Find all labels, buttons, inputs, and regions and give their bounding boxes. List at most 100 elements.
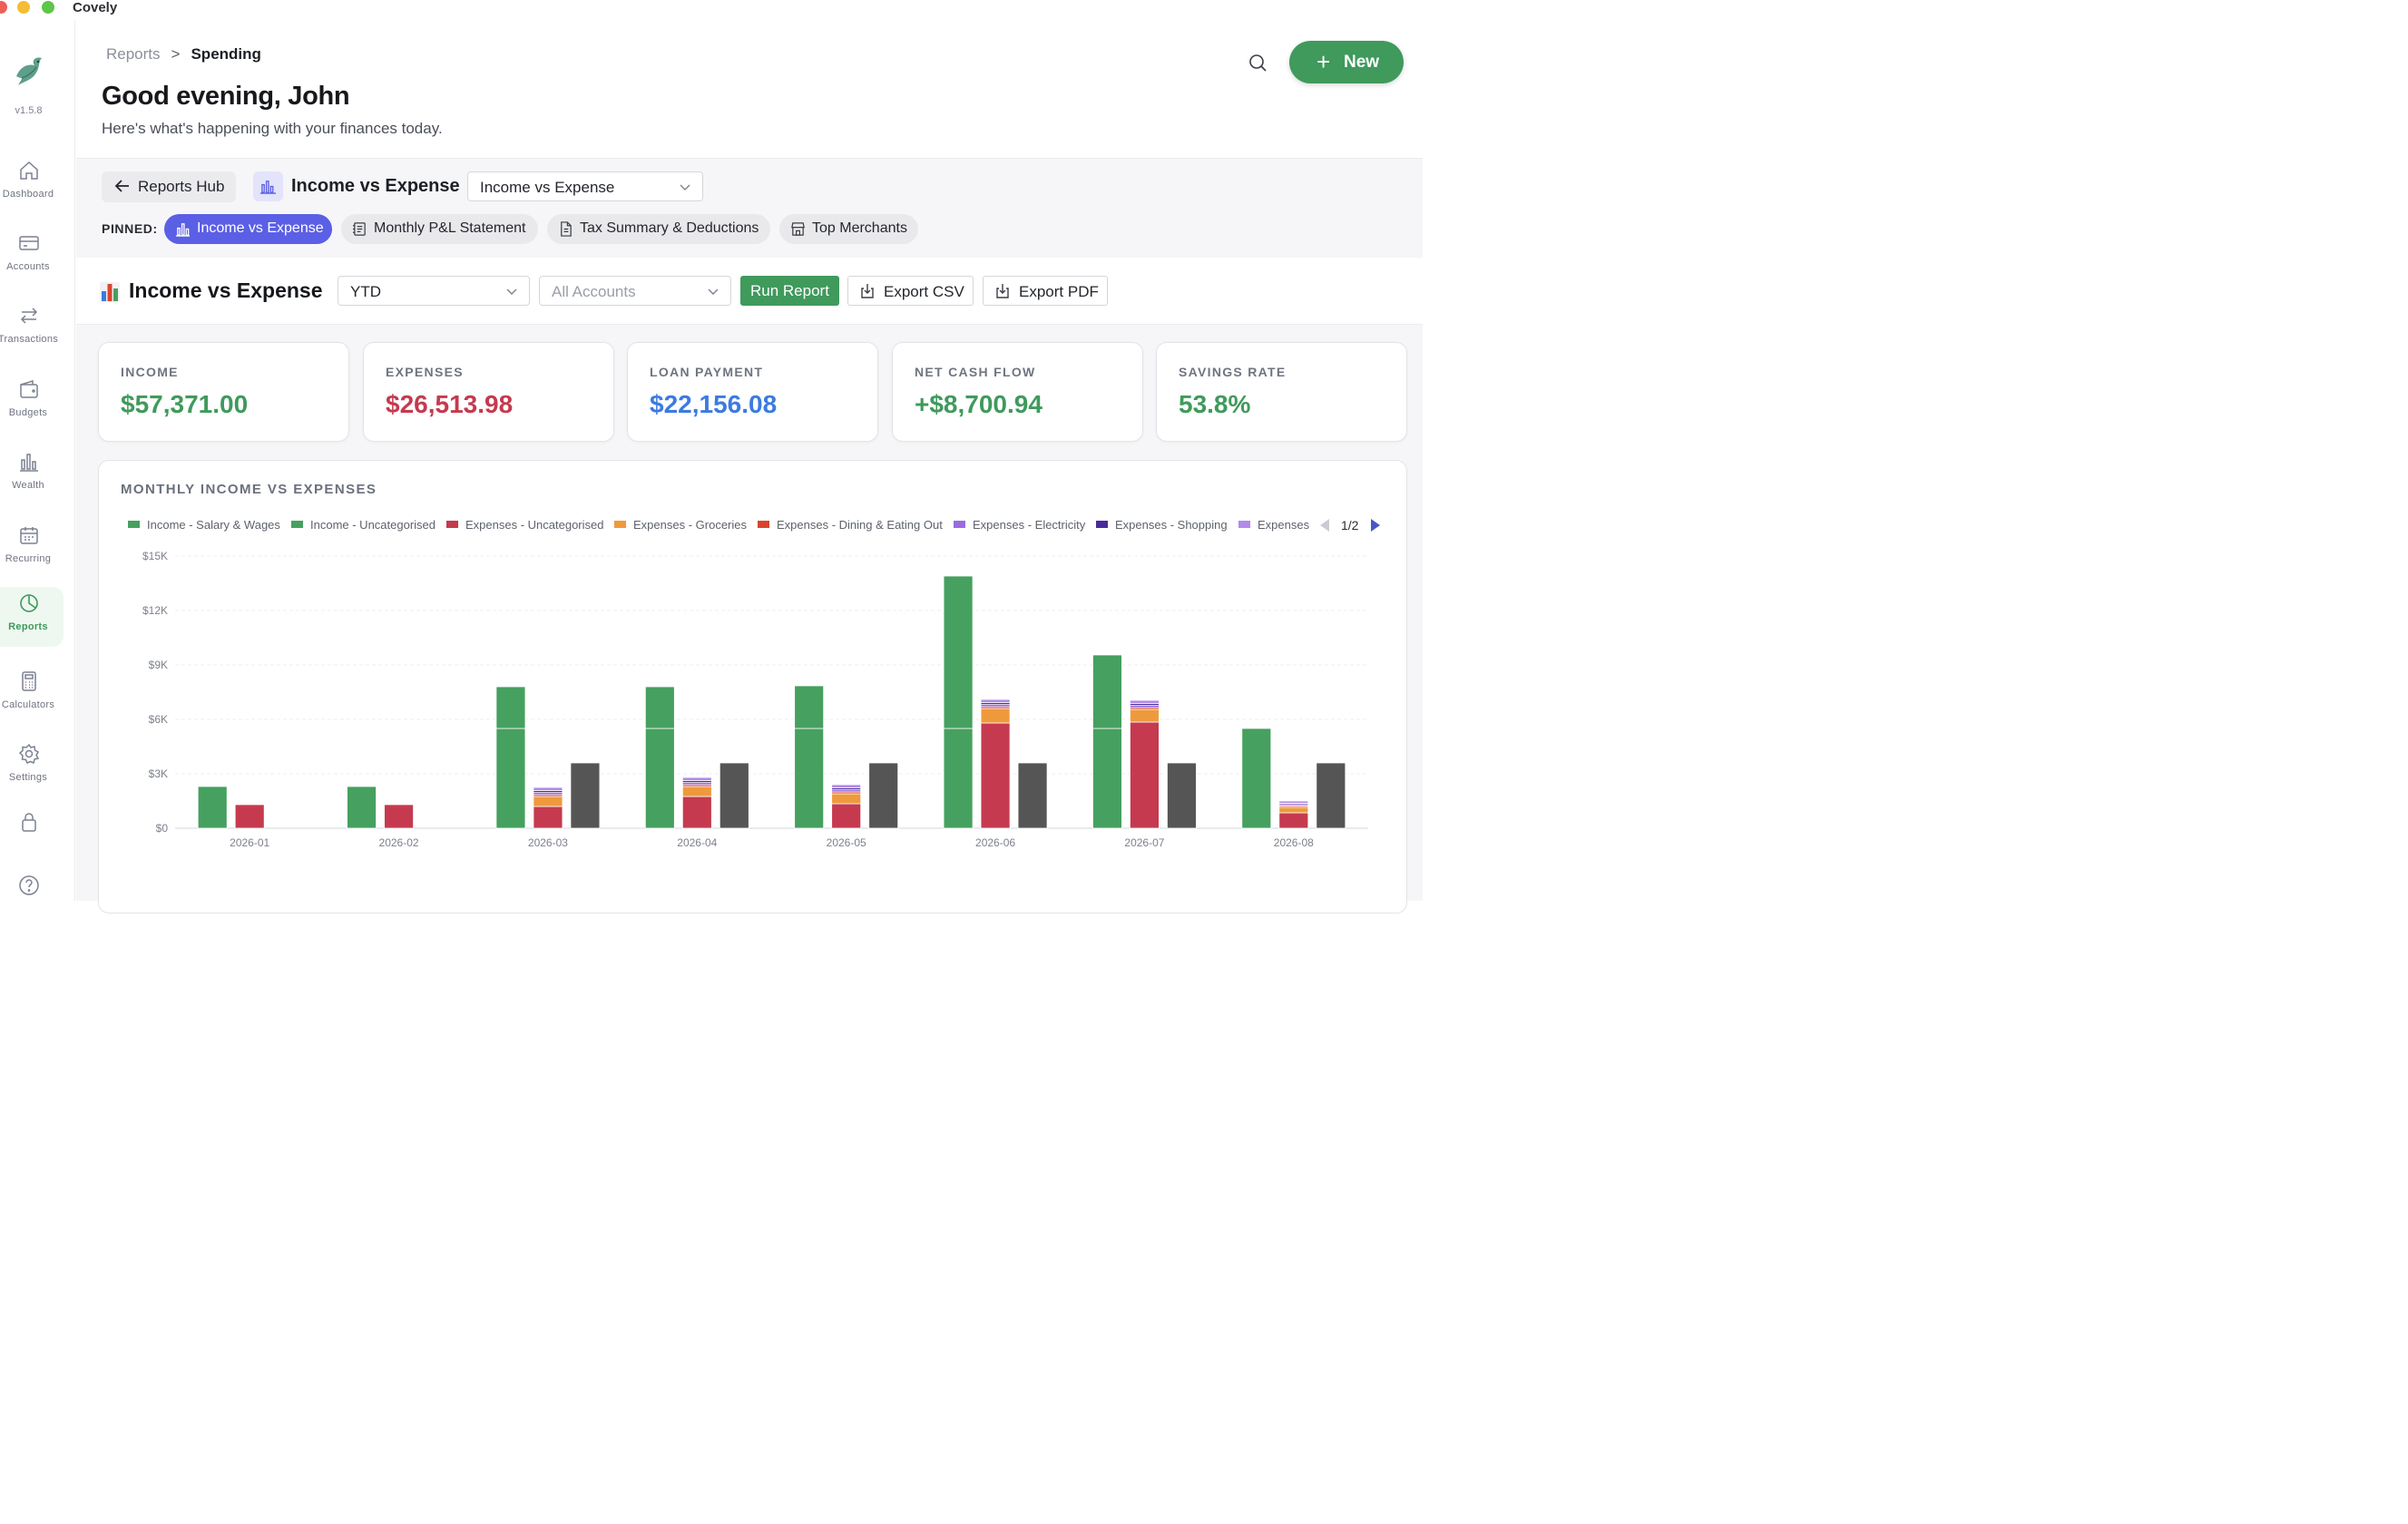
stat-label: NET CASH FLOW: [915, 365, 1036, 379]
sidebar-item-label: Dashboard: [2, 189, 54, 200]
x-tick-label: 2026-03: [528, 836, 568, 849]
sidebar-item-transactions[interactable]: Transactions: [0, 299, 64, 359]
sidebar-item-dashboard[interactable]: Dashboard: [0, 154, 64, 214]
legend-swatch: [758, 521, 769, 528]
home-icon: [20, 161, 38, 180]
run-report-button[interactable]: Run Report: [740, 276, 839, 306]
legend-prev-icon[interactable]: [1318, 518, 1331, 532]
bar-segment: [980, 698, 1011, 703]
chart-heading: MONTHLY INCOME VS EXPENSES: [121, 482, 377, 497]
stat-label: EXPENSES: [386, 365, 464, 379]
legend-item[interactable]: Expenses - Shopping: [1096, 518, 1228, 532]
chevron-down-icon: [506, 288, 517, 295]
sidebar-item-reports[interactable]: Reports: [0, 587, 64, 647]
income-expense-chart: $0 $3K $6K $9K $12K $15K 2026-01 2026-02 2026-03…: [142, 550, 1368, 849]
sidebar-item-accounts[interactable]: Accounts: [0, 227, 64, 287]
y-tick-label: $12K: [142, 604, 168, 617]
export-csv-button[interactable]: Export CSV: [847, 276, 974, 306]
x-tick-label: 2026-07: [1124, 836, 1164, 849]
export-pdf-button[interactable]: Export PDF: [983, 276, 1108, 306]
bar-segment: [495, 686, 526, 729]
legend-item[interactable]: Expenses - Groceries: [614, 518, 747, 532]
breadcrumb-separator: >: [171, 45, 181, 63]
sidebar-item-settings[interactable]: Settings: [0, 738, 64, 797]
bar-segment: [1092, 654, 1122, 729]
x-tick-label: 2026-05: [827, 836, 866, 849]
sidebar-item-label: Reports: [8, 621, 48, 632]
sidebar-item-label: Settings: [8, 772, 48, 783]
download-icon: [861, 284, 874, 298]
bar-segment: [1316, 762, 1346, 829]
y-tick-label: $9K: [149, 659, 168, 671]
legend-item[interactable]: Income - Uncategorised: [291, 518, 436, 532]
bar-segment: [1278, 806, 1309, 814]
y-tick-label: $6K: [149, 713, 168, 726]
sidebar-item-calculators[interactable]: Calculators: [0, 665, 64, 725]
bar-segment: [1130, 721, 1160, 829]
sidebar-lock-button[interactable]: [0, 806, 64, 865]
legend-item[interactable]: Expenses - Uncategorised: [446, 518, 603, 532]
bar-segment: [1278, 812, 1309, 829]
bar-segment: [495, 728, 526, 829]
document-icon: [561, 221, 572, 237]
bar-segment: [533, 796, 563, 807]
report-selector-value: Income vs Expense: [480, 179, 615, 196]
x-tick-label: 2026-08: [1274, 836, 1314, 849]
bar-segment: [943, 575, 974, 729]
x-tick-label: 2026-02: [379, 836, 419, 849]
sidebar-item-label: Wealth: [12, 480, 44, 491]
pinned-tax-summary[interactable]: Tax Summary & Deductions: [547, 214, 770, 244]
sidebar-item-wealth[interactable]: Wealth: [0, 445, 64, 505]
sidebar-item-recurring[interactable]: Recurring: [0, 519, 64, 579]
reports-hub-label: Reports Hub: [138, 178, 225, 195]
pinned-label-text: Top Merchants: [812, 220, 907, 236]
stat-value: $22,156.08: [650, 390, 778, 418]
chevron-down-icon: [708, 288, 719, 295]
window-close-button[interactable]: [0, 1, 7, 14]
sidebar-item-budgets[interactable]: Budgets: [0, 373, 64, 433]
pinned-label-text: Monthly P&L Statement: [374, 220, 526, 236]
breadcrumb-parent-link[interactable]: Reports: [106, 45, 161, 63]
pinned-income-vs-expense[interactable]: Income vs Expense: [164, 214, 332, 244]
window-zoom-button[interactable]: [42, 1, 54, 14]
store-icon: [791, 222, 805, 236]
sidebar-help-button[interactable]: [0, 869, 64, 929]
legend-swatch: [614, 521, 626, 528]
period-dropdown[interactable]: YTD: [338, 276, 530, 306]
bar-chart-icon: [20, 454, 38, 472]
new-button-label: New: [1344, 53, 1380, 72]
app-title: Covely: [73, 0, 118, 15]
breadcrumb: Reports > Spending: [106, 45, 261, 64]
legend-swatch: [291, 521, 303, 528]
bar-segment: [1241, 728, 1272, 829]
search-icon[interactable]: [1245, 51, 1270, 76]
legend-item[interactable]: Expenses - Electricity: [954, 518, 1085, 532]
window-minimize-button[interactable]: [17, 1, 30, 14]
report-title: Income vs Expense: [291, 176, 460, 196]
accounts-dropdown[interactable]: All Accounts: [539, 276, 731, 306]
new-button[interactable]: + New: [1289, 41, 1404, 83]
sidebar-item-label: Transactions: [0, 334, 59, 345]
reports-hub-button[interactable]: Reports Hub: [102, 171, 236, 202]
lock-icon: [22, 813, 36, 832]
sidebar: v1.5.8 Dashboard Accounts Transactions B…: [0, 20, 75, 901]
pinned-monthly-pl[interactable]: Monthly P&L Statement: [341, 214, 538, 244]
stat-label: LOAN PAYMENT: [650, 365, 764, 379]
stat-value: +$8,700.94: [915, 390, 1042, 418]
help-icon: [19, 875, 39, 895]
bar-segment: [980, 722, 1011, 829]
legend-next-icon[interactable]: [1369, 518, 1382, 532]
stat-value: 53.8%: [1179, 390, 1251, 418]
legend-item[interactable]: Expenses - Dining & Eating Out: [758, 518, 943, 532]
legend-label: Expenses - Electricity: [973, 518, 1086, 532]
x-tick-label: 2026-04: [677, 836, 717, 849]
pinned-top-merchants[interactable]: Top Merchants: [779, 214, 918, 244]
download-icon: [996, 284, 1009, 298]
report-selector[interactable]: Income vs Expense: [467, 171, 703, 201]
legend-item[interactable]: Income - Salary & Wages: [128, 518, 280, 532]
period-value: YTD: [350, 283, 381, 300]
legend-item[interactable]: Expenses: [1238, 518, 1309, 532]
y-tick-label: $3K: [149, 767, 168, 780]
pinned-label-text: Income vs Expense: [197, 220, 324, 236]
legend-swatch: [128, 521, 140, 528]
